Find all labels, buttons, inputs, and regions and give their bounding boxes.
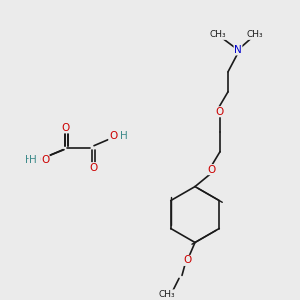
Text: O: O: [109, 131, 117, 141]
Text: CH₃: CH₃: [247, 30, 263, 39]
Text: O: O: [89, 163, 97, 172]
Text: O: O: [62, 123, 70, 133]
Text: H: H: [29, 155, 37, 165]
Text: H: H: [25, 155, 33, 165]
Text: CH₃: CH₃: [159, 290, 175, 299]
Text: H: H: [120, 131, 128, 141]
Text: O: O: [61, 123, 69, 133]
Text: O: O: [39, 155, 47, 165]
Text: O: O: [208, 165, 216, 175]
Text: CH₃: CH₃: [210, 30, 226, 39]
Text: N: N: [234, 45, 242, 55]
Text: O: O: [183, 255, 191, 266]
Text: O: O: [216, 107, 224, 117]
Text: O: O: [41, 155, 49, 165]
